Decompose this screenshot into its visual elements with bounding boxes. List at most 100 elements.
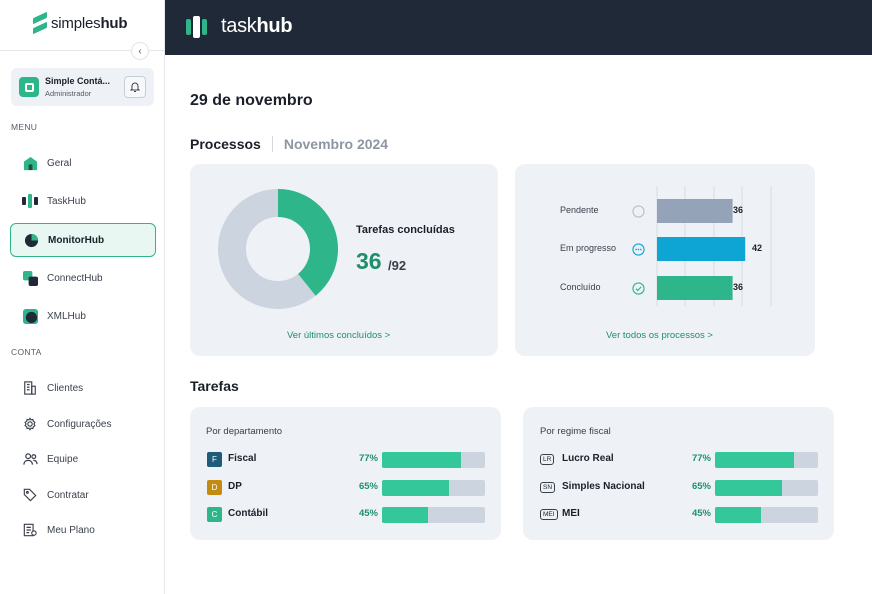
process-status-bar-chart	[656, 186, 772, 306]
department-badge: D	[207, 480, 222, 495]
department-badge: F	[207, 452, 222, 467]
chevron-left-icon: ‹	[138, 45, 142, 57]
department-label: Fiscal	[228, 453, 257, 464]
nav-item-xmlhub[interactable]: XMLHub	[10, 299, 156, 333]
account-name: Simple Contá...	[45, 76, 111, 86]
department-row-dp[interactable]: D DP 65%	[207, 480, 487, 496]
nav-item-geral[interactable]: Geral	[10, 146, 156, 180]
regime-label: Lucro Real	[562, 453, 614, 464]
bar-value-concluido: 36	[733, 282, 744, 292]
status-bar-concluido[interactable]	[657, 276, 733, 300]
account-role: Administrador	[45, 89, 92, 98]
notifications-button[interactable]	[124, 76, 146, 98]
status-label-pendente: Pendente	[560, 205, 599, 215]
topbar: taskhub	[165, 0, 872, 55]
department-progress-fill	[382, 507, 429, 523]
department-row-fiscal[interactable]: F Fiscal 77%	[207, 452, 487, 468]
department-percent: 77%	[358, 453, 378, 464]
processes-header: Processos Novembro 2024	[190, 136, 388, 152]
view-all-processes-link[interactable]: Ver todos os processos >	[606, 330, 713, 341]
status-bar-pendente[interactable]	[657, 199, 733, 223]
clock-circle-icon	[632, 205, 645, 218]
regime-progress-bar	[715, 507, 818, 523]
department-row-contabil[interactable]: C Contábil 45%	[207, 507, 487, 523]
account-switcher[interactable]: Simple Contá... Administrador	[11, 68, 154, 106]
building-icon	[22, 380, 38, 396]
regime-row-lucro-real[interactable]: LR Lucro Real 77%	[540, 452, 820, 468]
page-date-title: 29 de novembro	[190, 92, 313, 109]
regime-progress-fill	[715, 507, 762, 523]
gear-icon	[22, 416, 38, 432]
completion-donut-chart	[218, 189, 338, 309]
department-label: DP	[228, 481, 242, 492]
process-status-card: Pendente 36 Em progresso 42 Concluído 36…	[515, 164, 815, 356]
status-bar-em-progresso[interactable]	[657, 237, 746, 261]
collapse-sidebar-button[interactable]: ‹	[131, 42, 149, 60]
account-section-label: CONTA	[11, 347, 42, 357]
monitorhub-icon	[23, 232, 39, 248]
total-tasks-count: /92	[388, 258, 407, 273]
processes-month: Novembro 2024	[283, 136, 389, 152]
regime-label: Simples Nacional	[562, 481, 645, 492]
plan-icon	[22, 522, 38, 538]
regime-progress-fill	[715, 452, 795, 468]
regime-label: MEI	[562, 508, 580, 519]
by-regime-title: Por regime fiscal	[540, 426, 611, 437]
app-title: taskhub	[221, 15, 293, 37]
menu-section-label: MENU	[11, 122, 38, 132]
department-progress-fill	[382, 452, 462, 468]
dots-circle-icon	[632, 243, 645, 256]
regime-tag: MEI	[540, 509, 558, 520]
nav-item-contratar[interactable]: Contratar	[10, 478, 156, 512]
tag-icon	[22, 487, 38, 503]
sidebar-divider	[0, 50, 165, 51]
nav-item-configuracoes[interactable]: Configurações	[10, 407, 156, 441]
xmlhub-icon	[22, 308, 38, 324]
department-progress-fill	[382, 480, 449, 496]
status-label-em-progresso: Em progresso	[560, 243, 617, 253]
home-icon	[22, 155, 38, 171]
nav-item-connecthub[interactable]: ConnectHub	[10, 261, 156, 295]
completed-tasks-card: Tarefas concluídas 36 /92 Ver últimos co…	[190, 164, 498, 356]
regime-row-mei[interactable]: MEI MEI 45%	[540, 507, 820, 523]
regime-progress-bar	[715, 480, 818, 496]
completed-tasks-label: Tarefas concluídas	[356, 224, 455, 236]
donut-completed-arc	[218, 189, 338, 309]
tasks-by-department-card: Por departamento F Fiscal 77% D DP 65% C…	[190, 407, 501, 540]
regime-tag: LR	[540, 454, 555, 465]
regime-progress-fill	[715, 480, 782, 496]
regime-tag: SN	[540, 482, 556, 493]
nav-item-equipe[interactable]: Equipe	[10, 442, 156, 476]
brand-logo[interactable]: simpleshub	[33, 11, 128, 35]
nav-item-clientes[interactable]: Clientes	[10, 371, 156, 405]
by-department-title: Por departamento	[206, 426, 283, 437]
processes-title: Processos	[190, 136, 273, 152]
account-logo-icon	[19, 77, 39, 97]
tasks-by-regime-card: Por regime fiscal LR Lucro Real 77% SN S…	[523, 407, 834, 540]
regime-percent: 65%	[691, 481, 711, 492]
department-progress-bar	[382, 507, 485, 523]
taskhub-logo-icon	[186, 16, 207, 38]
department-progress-bar	[382, 480, 485, 496]
nav-item-meu-plano[interactable]: Meu Plano	[10, 513, 156, 547]
tasks-title: Tarefas	[190, 378, 239, 394]
department-label: Contábil	[228, 508, 268, 519]
department-badge: C	[207, 507, 222, 522]
regime-percent: 77%	[691, 453, 711, 464]
users-icon	[22, 451, 38, 467]
status-label-concluido: Concluído	[560, 282, 601, 292]
completed-tasks-count: 36	[356, 248, 382, 274]
regime-percent: 45%	[691, 508, 711, 519]
regime-row-simples-nacional[interactable]: SN Simples Nacional 65%	[540, 480, 820, 496]
regime-progress-bar	[715, 452, 818, 468]
bar-value-em-progresso: 42	[752, 243, 763, 253]
nav-item-monitorhub[interactable]: MonitorHub	[10, 223, 156, 257]
check-circle-icon	[632, 282, 645, 295]
bar-value-pendente: 36	[733, 205, 744, 215]
brand-mark-icon	[33, 11, 47, 35]
connecthub-icon	[22, 270, 38, 286]
nav-item-taskhub[interactable]: TaskHub	[10, 184, 156, 218]
taskhub-icon	[22, 193, 38, 209]
view-completed-link[interactable]: Ver últimos concluídos >	[287, 330, 391, 341]
sidebar: simpleshub ‹ Simple Contá... Administrad…	[0, 0, 165, 594]
